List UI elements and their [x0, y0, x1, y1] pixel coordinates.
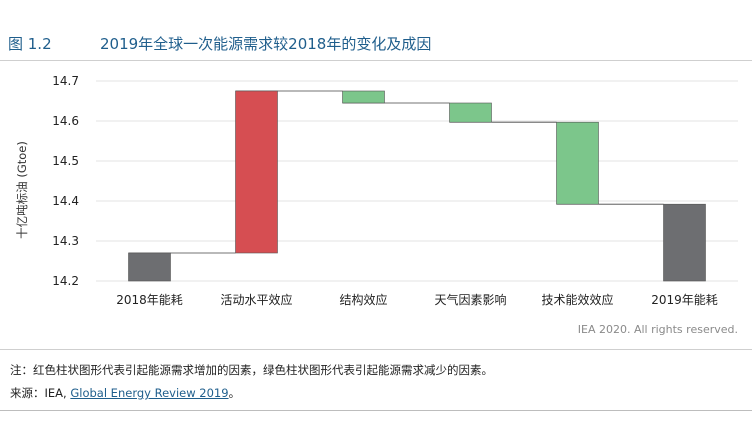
x-tick-labels: 2018年能耗 活动水平效应 结构效应 天气因素影响 技术能效效应 2019年能耗: [116, 292, 718, 307]
note-divider: [0, 349, 752, 350]
x-tick-label: 技术能效效应: [541, 292, 613, 307]
bars: [128, 90, 706, 282]
bar-total: [663, 203, 706, 282]
source-prefix: 来源：IEA,: [10, 386, 71, 400]
bar-decrease: [449, 102, 492, 123]
bar-increase: [235, 90, 278, 254]
x-tick-label: 2019年能耗: [651, 293, 718, 307]
y-tick-label: 14.3: [52, 234, 79, 248]
y-tick-labels: 14.2 14.3 14.4 14.5 14.6 14.7: [52, 74, 79, 288]
y-tick-label: 14.6: [52, 114, 79, 128]
source-suffix: 。: [228, 386, 241, 400]
bottom-divider: [0, 410, 752, 411]
y-tick-label: 14.2: [52, 274, 79, 288]
copyright-notice: IEA 2020. All rights reserved.: [577, 323, 738, 336]
y-axis-label: 十亿吨标油 (Gtoe): [15, 141, 29, 239]
x-tick-label: 2018年能耗: [116, 293, 183, 307]
header-divider: [0, 60, 752, 61]
source-link[interactable]: Global Energy Review 2019: [70, 386, 229, 400]
bar-total: [128, 252, 171, 282]
x-tick-label: 结构效应: [339, 292, 387, 307]
figure-title: 2019年全球一次能源需求较2018年的变化及成因: [100, 35, 432, 53]
figure-number: 图 1.2: [8, 35, 52, 53]
x-tick-label: 活动水平效应: [220, 292, 292, 307]
bar-decrease: [556, 121, 599, 205]
y-tick-label: 14.4: [52, 194, 79, 208]
figure-header: 图 1.2 2019年全球一次能源需求较2018年的变化及成因: [8, 33, 431, 54]
chart-note: 注：红色柱状图形代表引起能源需求增加的因素，绿色柱状图形代表引起能源需求减少的因…: [10, 363, 493, 377]
x-tick-label: 天气因素影响: [434, 292, 506, 307]
source-line: 来源：IEA, Global Energy Review 2019。: [10, 385, 240, 401]
waterfall-chart: 14.2 14.3 14.4 14.5 14.6 14.7 2018年能耗 活动水平效应 结构…: [15, 74, 738, 307]
bar-decrease: [342, 90, 385, 104]
y-tick-label: 14.5: [52, 154, 79, 168]
y-tick-label: 14.7: [52, 74, 79, 88]
grid-lines: [96, 80, 738, 282]
